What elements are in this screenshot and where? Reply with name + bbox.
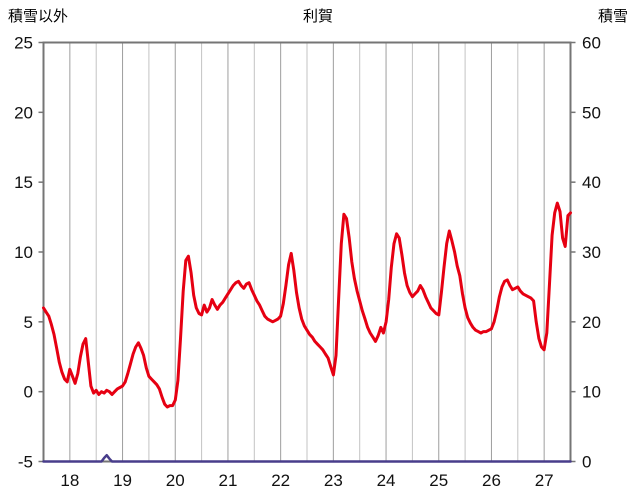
x-axis-tick-label: 19 bbox=[113, 471, 132, 490]
right-axis-title: 積雪 bbox=[597, 8, 628, 25]
right-axis-tick-label: 30 bbox=[582, 243, 601, 262]
right-axis-tick-label: 0 bbox=[582, 453, 591, 472]
x-axis-tick-label: 27 bbox=[535, 471, 554, 490]
x-axis-tick-label: 26 bbox=[482, 471, 501, 490]
left-axis-tick-label: 20 bbox=[14, 103, 33, 122]
left-axis-tick-label: 15 bbox=[14, 173, 33, 192]
right-axis-tick-label: 40 bbox=[582, 173, 601, 192]
x-axis-tick-label: 21 bbox=[218, 471, 237, 490]
x-axis-tick-label: 24 bbox=[377, 471, 396, 490]
x-axis-tick-label: 20 bbox=[166, 471, 185, 490]
left-axis-tick-label: 10 bbox=[14, 243, 33, 262]
right-axis-tick-label: 50 bbox=[582, 103, 601, 122]
right-axis-tick-label: 20 bbox=[582, 313, 601, 332]
series-non-snow bbox=[42, 201, 572, 409]
right-axis-tick-label: 60 bbox=[582, 34, 601, 53]
x-axis-tick-label: 18 bbox=[60, 471, 79, 490]
left-axis-tick-label: -5 bbox=[18, 453, 33, 472]
chart-title: 利賀 bbox=[302, 8, 333, 25]
left-axis-tick-label: 5 bbox=[24, 313, 33, 332]
left-axis-title: 積雪以外 bbox=[8, 8, 69, 25]
x-axis-tick-label: 23 bbox=[324, 471, 343, 490]
left-axis-tick-label: 0 bbox=[24, 383, 33, 402]
right-axis-tick-label: 10 bbox=[582, 383, 601, 402]
x-axis-tick-label: 25 bbox=[429, 471, 448, 490]
left-axis-tick-label: 25 bbox=[14, 34, 33, 53]
series-snow-depth bbox=[42, 453, 572, 463]
x-axis-tick-label: 22 bbox=[271, 471, 290, 490]
